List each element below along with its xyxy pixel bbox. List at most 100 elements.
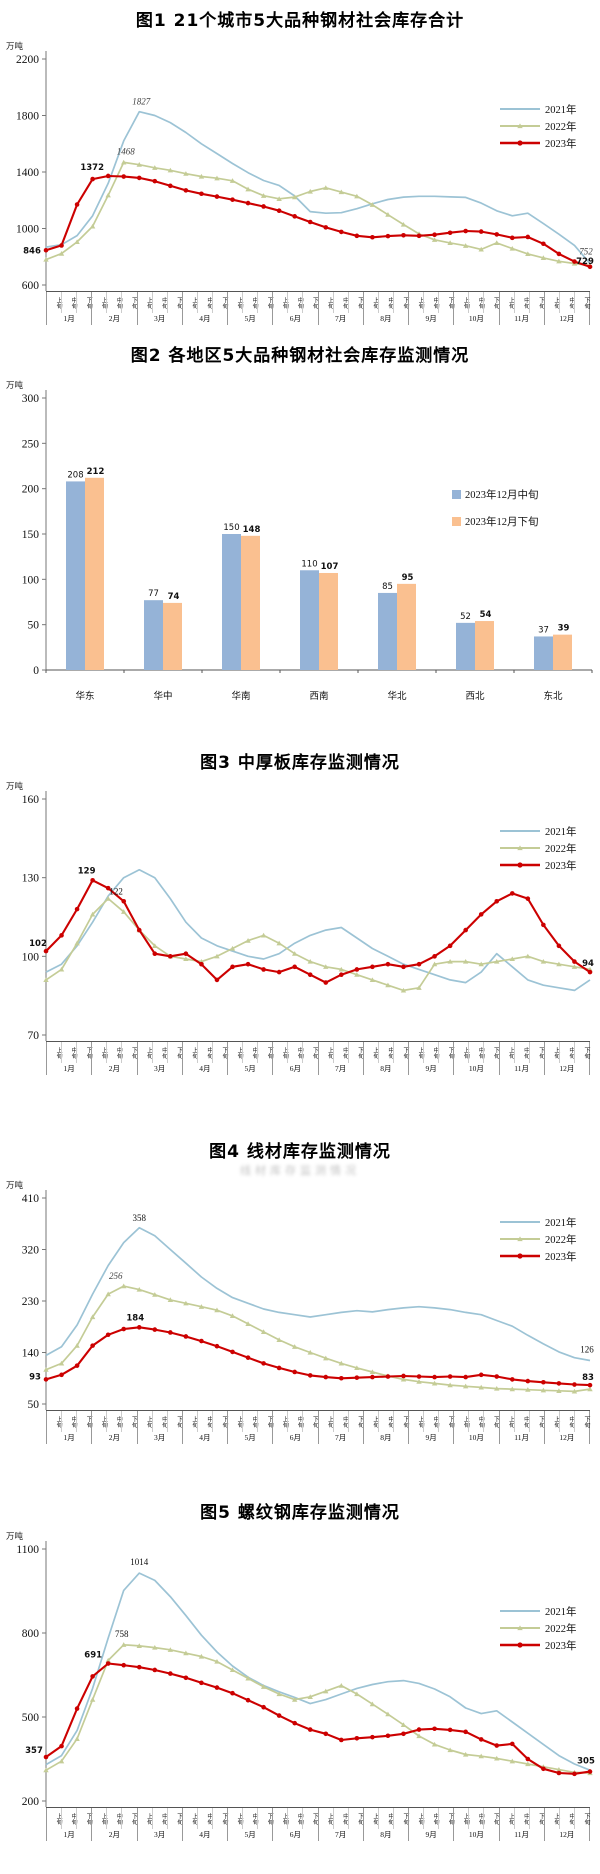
data-point — [478, 912, 484, 917]
data-point — [105, 1332, 111, 1338]
period-label: 上旬 — [281, 297, 289, 309]
month-label: 8月 — [380, 1433, 392, 1442]
data-point — [230, 197, 235, 202]
data-point — [43, 948, 49, 954]
period-label: 中旬 — [332, 292, 349, 313]
data-point — [385, 212, 391, 217]
month-label: 10月 — [468, 1433, 484, 1442]
data-point — [261, 1361, 266, 1366]
period-label: 下旬 — [483, 1808, 499, 1829]
period-label: 上旬 — [462, 1416, 470, 1428]
data-point — [354, 1375, 360, 1380]
figure-4-title: 图4 线材库存监测情况 — [209, 1142, 391, 1162]
data-point — [447, 958, 453, 964]
data-point — [447, 1374, 453, 1379]
month-label: 6月 — [289, 1830, 301, 1839]
data-point — [105, 1661, 111, 1666]
period-label: 中旬 — [423, 1808, 439, 1829]
series-2022年 — [45, 1643, 591, 1774]
data-point — [525, 1378, 531, 1384]
data-point — [261, 1704, 266, 1710]
month-group: 上旬 中旬 下旬 2月 — [91, 1808, 137, 1841]
data-point — [323, 980, 329, 985]
data-label: 212 — [87, 467, 105, 477]
y-tick-label: 2200 — [16, 54, 39, 66]
period-label: 下旬 — [302, 1808, 318, 1829]
data-point — [354, 233, 360, 239]
data-point — [509, 891, 515, 896]
data-point — [587, 1382, 593, 1388]
data-point — [556, 251, 562, 257]
y-axis-unit: 万吨 — [6, 781, 24, 791]
month-group: 上旬 中旬 下旬 8月 — [362, 1808, 409, 1841]
data-label: 95 — [402, 573, 414, 583]
data-label: 122 — [109, 887, 123, 897]
figure-1: 图1 21个城市5大品种钢材社会库存合计 万吨 600 1000 1400 1800 22… — [0, 0, 600, 325]
month-label: 2月 — [108, 1830, 120, 1839]
data-point — [291, 1697, 298, 1702]
data-point — [416, 985, 422, 990]
period-label: 中旬 — [513, 292, 530, 313]
data-point — [572, 1382, 577, 1387]
period-label: 上旬 — [507, 1047, 515, 1059]
series-2023年 — [45, 1326, 591, 1387]
data-point — [59, 243, 64, 248]
data-point — [136, 175, 142, 181]
month-group: 上旬 中旬 下旬 5月 — [227, 292, 273, 325]
month-label: 9月 — [425, 1830, 437, 1839]
month-group: 上旬 中旬 下旬 1月 — [46, 1411, 92, 1444]
period-label: 下旬 — [483, 1411, 499, 1432]
data-label: 93 — [29, 1372, 41, 1382]
y-tick-label: 0 — [33, 665, 39, 677]
period-label: 上旬 — [417, 1416, 425, 1428]
data-point — [338, 966, 345, 972]
data-label: 729 — [576, 257, 594, 267]
period-label: 下旬 — [121, 1411, 137, 1432]
legend-entry: 2023年 — [500, 137, 577, 150]
month-label: 1月 — [63, 314, 75, 323]
legend-label: 2023年 — [545, 1250, 577, 1263]
data-point — [517, 862, 523, 868]
data-point — [307, 1349, 313, 1355]
period-label: 中旬 — [468, 292, 484, 313]
period-label: 上旬 — [236, 1047, 244, 1059]
data-label: 691 — [84, 1651, 102, 1661]
data-point — [416, 961, 422, 967]
data-point — [517, 845, 523, 851]
data-point — [136, 1325, 142, 1330]
period-label: 中旬 — [242, 292, 258, 313]
period-label: 下旬 — [392, 1411, 409, 1432]
month-group: 上旬 中旬 下旬 4月 — [181, 1042, 228, 1075]
data-point — [74, 239, 80, 245]
data-point — [74, 1363, 80, 1368]
month-label: 11月 — [514, 314, 529, 323]
month-group: 上旬 中旬 下旬 3月 — [136, 292, 183, 325]
data-point — [276, 1713, 282, 1718]
data-point — [509, 1377, 515, 1382]
period-label: 下旬 — [166, 292, 183, 313]
figure-4: 图4 线材库存监测情况 线材库存监测情况 万吨 50 140 230 320 410 202… — [0, 1075, 600, 1444]
month-group: 上旬 中旬 下旬 7月 — [317, 292, 364, 325]
data-point — [572, 259, 577, 264]
period-label: 中旬 — [423, 1042, 439, 1063]
period-label: 中旬 — [558, 1411, 575, 1432]
data-label: 74 — [168, 592, 180, 602]
series-2022年 — [45, 897, 591, 992]
figure-1-xaxis: 上旬 中旬 下旬 1月 上旬 中旬 下旬 2月 上旬 中旬 下旬 3月 上旬 中旬 下旬 4月 上旬 中旬 下旬 5月… — [46, 291, 590, 325]
data-point — [168, 183, 173, 189]
data-point — [416, 233, 422, 239]
period-label: 下旬 — [302, 1042, 318, 1063]
data-point — [245, 938, 251, 943]
data-label: 39 — [558, 624, 570, 634]
legend-swatch — [452, 490, 461, 499]
legend-entry: 2022年 — [500, 1622, 577, 1635]
category-label: 西南 — [309, 691, 329, 702]
data-point — [463, 1729, 468, 1735]
data-point — [58, 251, 65, 256]
data-point — [556, 1381, 562, 1386]
period-label: 下旬 — [438, 292, 454, 313]
data-label: 256 — [109, 1271, 123, 1281]
data-point — [416, 1727, 422, 1732]
data-point — [525, 251, 531, 257]
y-tick-label: 200 — [22, 1796, 40, 1807]
